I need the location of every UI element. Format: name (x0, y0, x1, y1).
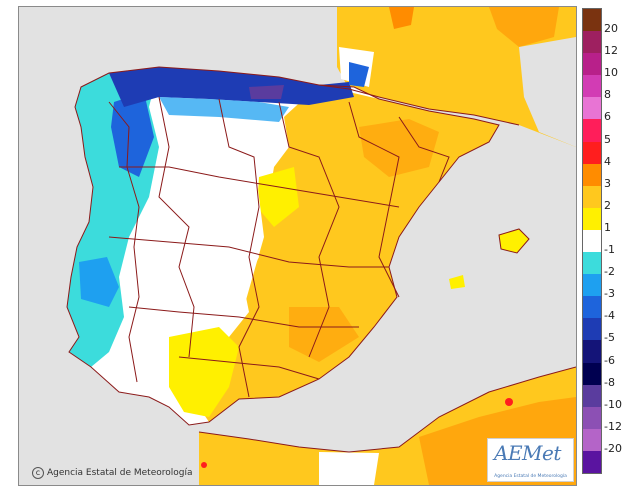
aemet-logo: AEMet Agencia Estatal de Meteorología (487, 438, 574, 482)
legend-swatch (583, 119, 601, 143)
legend-label: -2 (604, 265, 615, 279)
cold-north-medium (159, 97, 289, 122)
legend-label: 3 (604, 176, 611, 190)
legend-label: 2 (604, 198, 611, 212)
portugal-border (108, 101, 140, 383)
region-line-7 (108, 236, 389, 268)
legend-label: 10 (604, 66, 618, 80)
gulf-lion-sea (519, 37, 576, 147)
legend-label: -4 (604, 309, 615, 323)
color-legend (582, 8, 602, 474)
legend-swatch (583, 97, 601, 120)
legend-label: -1 (604, 243, 615, 257)
legend-swatch (583, 274, 601, 297)
legend-label: -10 (604, 397, 622, 411)
logo-tagline: Agencia Estatal de Meteorología (494, 474, 567, 479)
legend-labels: 20 12 10 8 6 5 4 3 2 1 -1 -2 -3 -4 -5 -6 -8 -10 -12 -20 (604, 0, 630, 500)
region-line-5 (398, 116, 450, 183)
cold-pyrenees-cyan (349, 62, 369, 87)
legend-label: -5 (604, 331, 615, 345)
legend-swatch (583, 9, 601, 32)
legend-swatch (583, 31, 601, 54)
legend-label: -3 (604, 287, 615, 301)
legend-swatch (583, 53, 601, 76)
credit-line: c Agencia Estatal de Meteorología (32, 467, 193, 479)
region-line-6 (119, 166, 400, 208)
legend-swatch (583, 207, 601, 231)
credit-text: Agencia Estatal de Meteorología (47, 468, 193, 478)
legend-swatch (583, 296, 601, 319)
region-line-1 (158, 96, 195, 358)
france-dark-patch (389, 7, 414, 29)
temperature-anomaly-map (19, 7, 576, 485)
legend-swatch (583, 141, 601, 165)
legend-label: -8 (604, 375, 615, 389)
legend-swatch (583, 229, 601, 253)
logo-wordmark: AEMet (494, 441, 561, 465)
africa-coast (198, 366, 576, 453)
legend-swatch (583, 340, 601, 364)
white-center-west (137, 157, 264, 327)
north-africa-white (319, 452, 379, 485)
cold-west-blue (79, 257, 119, 307)
cold-north-dark (109, 67, 354, 107)
admin-borders (66, 66, 576, 453)
legend-swatch (583, 185, 601, 209)
legend-swatch (583, 384, 601, 408)
region-line-8 (128, 306, 359, 328)
legend-label: 6 (604, 110, 611, 124)
legend-label: -6 (604, 353, 615, 367)
legend-label: 8 (604, 88, 611, 102)
legend-swatch (583, 318, 601, 341)
legend-label: -12 (604, 419, 622, 433)
legend-swatch (583, 163, 601, 187)
legend-swatch (583, 450, 601, 474)
france-border (318, 84, 520, 126)
warm-east-yellow (199, 85, 499, 422)
region-line-9 (178, 356, 320, 380)
legend-label: 20 (604, 22, 618, 36)
cold-northwest-blue (111, 92, 154, 177)
legend-swatch (583, 252, 601, 275)
warm-southeast-orange (289, 307, 359, 362)
region-line-4 (348, 101, 400, 298)
legend-label: 4 (604, 154, 611, 168)
coastline (66, 66, 500, 426)
region-line-2 (218, 98, 260, 398)
cold-north-purple (249, 85, 284, 99)
balearic-minor (449, 275, 465, 289)
north-africa-red-spot (505, 398, 513, 406)
warm-ebro-orange (359, 119, 439, 177)
legend-swatch (583, 406, 601, 430)
legend-swatch (583, 362, 601, 386)
region-line-3 (278, 101, 340, 358)
france-orange-patch (489, 7, 559, 47)
legend-label: 5 (604, 132, 611, 146)
warm-south-lemon (169, 327, 239, 417)
map-frame: c Agencia Estatal de Meteorología AEMet … (18, 6, 577, 486)
copyright-icon: c (32, 467, 44, 479)
legend-swatch (583, 428, 601, 452)
legend-label: -20 (604, 441, 622, 455)
north-africa-red-spot-2 (201, 462, 207, 468)
legend-label: 1 (604, 220, 611, 234)
warm-center-lemon (257, 167, 299, 227)
balearic-outline (498, 228, 530, 254)
legend-label: 12 (604, 44, 618, 58)
legend-swatch (583, 75, 601, 98)
